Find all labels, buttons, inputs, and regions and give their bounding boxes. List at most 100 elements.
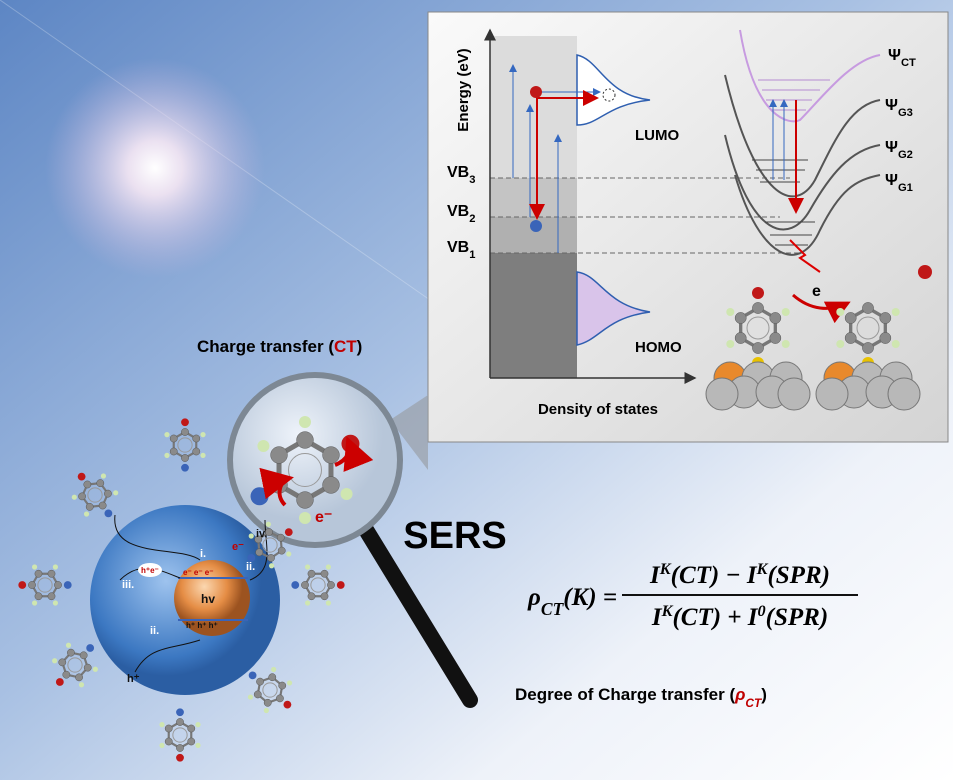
state-label: ΨG2 xyxy=(885,139,913,161)
atom xyxy=(62,670,71,679)
atom xyxy=(844,312,857,324)
electron-label: e xyxy=(812,283,821,300)
h-atom xyxy=(726,308,735,316)
np-label-part: h⁺ h⁺ h⁺ xyxy=(186,621,218,630)
ring-inner xyxy=(87,487,103,503)
atom xyxy=(58,658,67,667)
atom xyxy=(34,569,43,578)
level-label-part: 2 xyxy=(469,213,475,225)
atom xyxy=(276,694,284,703)
h-atom xyxy=(265,521,272,527)
atom xyxy=(34,592,43,601)
h-atom xyxy=(325,564,331,570)
atom xyxy=(255,548,264,557)
h-atom xyxy=(247,694,254,700)
level-label: VB2 xyxy=(447,203,475,225)
state-label-part: Ψ xyxy=(885,97,898,114)
y-axis-label: Energy (eV) xyxy=(455,48,472,131)
atom xyxy=(83,480,92,489)
formula-num-part: K xyxy=(659,560,672,578)
atom xyxy=(263,698,272,707)
bolt xyxy=(789,239,821,273)
s-atom xyxy=(176,708,184,717)
atom xyxy=(301,581,309,589)
lumo-label-part: LUMO xyxy=(635,127,679,144)
atom xyxy=(276,533,285,542)
s-atom xyxy=(291,581,300,589)
level-label: VB1 xyxy=(447,239,475,261)
psi-g2 xyxy=(724,134,881,231)
atom xyxy=(176,718,184,726)
x-axis-label: Density of states xyxy=(538,401,658,418)
formula-num-part: (CT) − I xyxy=(671,562,758,589)
atom xyxy=(85,502,94,511)
np-label: hv xyxy=(201,592,215,606)
atom xyxy=(169,434,178,443)
s-atom xyxy=(248,671,257,680)
homo-label: HOMO xyxy=(635,339,682,356)
atom xyxy=(176,744,184,752)
homo-label-part: HOMO xyxy=(635,339,682,356)
np-label-part: h⁺ xyxy=(127,673,140,685)
gold-atom xyxy=(815,377,849,411)
ring-inner xyxy=(262,682,278,698)
lumo-label: LUMO xyxy=(635,127,679,144)
o-atom xyxy=(752,287,764,299)
np-label-part: hv xyxy=(201,592,215,606)
h-atom xyxy=(83,511,90,517)
h-atom xyxy=(52,564,59,570)
atom xyxy=(769,332,782,344)
atom xyxy=(268,673,277,682)
ring-inner xyxy=(746,316,770,340)
atom xyxy=(278,681,287,690)
formula-lhs-part: (K) = xyxy=(563,584,617,611)
h-atom xyxy=(299,512,311,524)
atom xyxy=(98,501,107,510)
h-atom xyxy=(286,551,292,557)
atom xyxy=(54,581,62,589)
o-atom xyxy=(283,700,292,709)
atom xyxy=(181,454,189,462)
atom xyxy=(862,342,874,354)
h-atom xyxy=(195,742,201,749)
atom xyxy=(79,651,88,660)
o-atom xyxy=(77,472,86,481)
atom xyxy=(296,431,314,449)
state-label: ΨG1 xyxy=(885,172,913,194)
h-atom xyxy=(164,452,170,458)
atom xyxy=(879,332,892,344)
ring-inner xyxy=(310,577,326,593)
atom xyxy=(169,447,178,456)
h-atom xyxy=(305,564,311,570)
ct-title-part: CT xyxy=(334,337,357,356)
h-atom xyxy=(299,416,311,428)
psi-g3 xyxy=(724,74,881,198)
electron-label-part: e xyxy=(812,283,821,300)
lens-electron: e⁻ xyxy=(315,509,332,526)
caption-part: ) xyxy=(761,685,767,704)
ct-title-part: ) xyxy=(357,337,363,356)
h-atom xyxy=(195,722,201,728)
potential-wells xyxy=(724,29,881,256)
ct-title: Charge transfer (CT) xyxy=(197,337,362,356)
state-label-part: Ψ xyxy=(885,139,898,156)
h-atom xyxy=(52,658,58,664)
state-label: ΨCT xyxy=(888,47,916,69)
np-label: ii. xyxy=(150,625,159,637)
h-atom xyxy=(726,340,735,348)
h-atom xyxy=(268,563,275,569)
caption: Degree of Charge transfer (ρCT) xyxy=(515,685,767,710)
caption-part: CT xyxy=(745,696,763,710)
atom xyxy=(192,447,201,456)
h-atom xyxy=(78,682,85,688)
state-label-part: G2 xyxy=(898,149,913,161)
atom xyxy=(47,592,56,601)
formula-lhs-part: CT xyxy=(541,599,565,619)
o-atom xyxy=(284,528,293,537)
atom xyxy=(83,663,92,672)
h-atom xyxy=(92,666,98,672)
molecules xyxy=(705,287,921,411)
zoom-cone xyxy=(390,395,428,470)
o-atom xyxy=(336,581,345,589)
atom xyxy=(253,690,262,699)
